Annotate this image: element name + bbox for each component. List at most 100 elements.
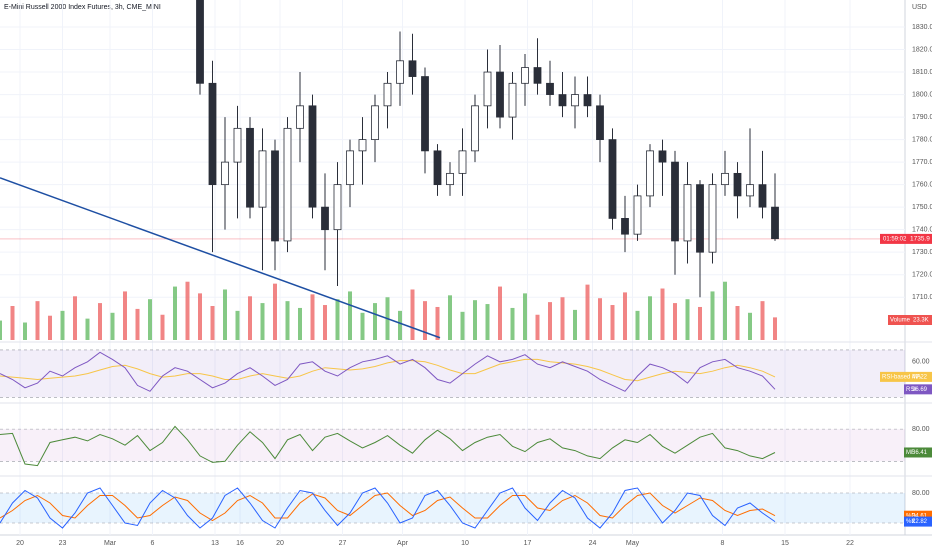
candle-body — [658, 150, 667, 163]
y-tick-label: 1780.0 — [912, 136, 932, 143]
volume-value: 23.3K — [913, 318, 929, 324]
y-tick-label: 1750.0 — [912, 204, 932, 211]
candle-body — [321, 206, 329, 231]
y-tick-label: 1720.0 — [912, 272, 932, 279]
candle-body — [296, 105, 304, 129]
volume-bar — [160, 314, 165, 340]
candle-body — [196, 0, 204, 84]
series-value: 34.61 — [912, 513, 928, 519]
volume-bar — [173, 286, 177, 340]
y-tick-label: 1820.0 — [912, 46, 932, 53]
candle-body — [496, 71, 504, 118]
series-value: 36.41 — [912, 450, 928, 456]
candle-body — [708, 184, 717, 253]
indicator-line — [0, 358, 776, 382]
volume-tag — [888, 315, 932, 325]
candle-body — [508, 82, 517, 118]
y-tick-label: 60.00 — [912, 359, 930, 366]
x-tick-label: 8 — [721, 540, 725, 547]
volume-bar — [323, 305, 327, 340]
currency: USD — [912, 4, 927, 11]
volume-bar — [73, 296, 77, 340]
value-tag — [880, 371, 932, 382]
volume-bar — [648, 296, 652, 340]
candle-body — [521, 67, 529, 84]
indicator-line — [0, 487, 776, 529]
chart-title: E-Mini Russell 2000 Index Futures, 3h, C… — [4, 4, 161, 11]
series-name: RSI — [906, 387, 916, 393]
volume-bar — [560, 297, 565, 340]
band — [0, 493, 905, 523]
volume-bar — [535, 314, 540, 340]
y-tick-label: 80.00 — [912, 426, 930, 433]
candle-body — [258, 150, 267, 208]
volume-bar — [485, 304, 490, 340]
x-tick-label: 17 — [524, 540, 532, 547]
candle-body — [246, 127, 254, 208]
volume-bar — [0, 320, 2, 340]
last-price: 1735.9 — [910, 236, 930, 243]
candle-body — [283, 127, 292, 242]
volume-bar — [710, 291, 715, 340]
volume-bar — [23, 322, 27, 340]
volume-bar — [423, 301, 427, 340]
candle-body — [446, 172, 454, 186]
candle-body — [208, 82, 217, 186]
x-tick-label: 27 — [339, 540, 347, 547]
candle-body — [408, 60, 417, 77]
candle-body — [371, 105, 379, 141]
x-tick-label: 20 — [276, 540, 284, 547]
volume-bar — [148, 299, 152, 340]
x-tick-label: Apr — [397, 540, 409, 547]
volume-bar — [310, 294, 315, 340]
candle-body — [433, 150, 442, 186]
volume-bar — [460, 311, 465, 340]
candle-body — [621, 218, 629, 235]
candle-body — [471, 105, 479, 152]
volume-bar — [623, 292, 627, 340]
x-tick-label: 20 — [16, 540, 24, 547]
volume-bar — [85, 318, 90, 340]
volume-bar — [510, 307, 515, 340]
candle-body — [546, 82, 554, 95]
series-name: RSI-based MA — [882, 374, 921, 380]
series-value: 22.82 — [912, 519, 928, 525]
y-tick-label: 1770.0 — [912, 159, 932, 166]
volume-bar — [98, 303, 102, 340]
x-tick-label: 23 — [59, 540, 67, 547]
volume-bar — [60, 310, 65, 340]
value-tag — [904, 510, 932, 521]
candle-body — [733, 172, 742, 197]
y-tick-label: 1830.0 — [912, 24, 932, 31]
candle-body — [396, 60, 404, 84]
volume-bar — [223, 289, 227, 340]
volume-bar — [548, 302, 552, 340]
indicator-line — [0, 492, 776, 522]
volume-bar — [523, 293, 527, 340]
volume-bar — [723, 281, 727, 340]
volume-bar — [660, 288, 665, 340]
volume-bar — [498, 286, 502, 340]
volume-bar — [435, 306, 440, 340]
series-name: %D — [906, 513, 916, 519]
y-tick-label: 1740.0 — [912, 227, 932, 234]
candle-body — [596, 105, 604, 141]
main-pane — [0, 0, 905, 340]
series-value: 47.22 — [912, 374, 928, 380]
candle-body — [721, 172, 729, 186]
volume-bar — [123, 291, 127, 340]
candle-body — [771, 206, 779, 240]
volume-bar — [10, 306, 15, 340]
band — [0, 429, 905, 462]
candle-body — [583, 94, 592, 107]
volume-bar — [198, 293, 202, 340]
indicator-line — [0, 425, 776, 467]
volume-bar — [210, 306, 215, 340]
candle-body — [608, 139, 617, 219]
volume-bar — [585, 284, 590, 340]
candle-body — [558, 94, 567, 107]
x-tick-label: 16 — [236, 540, 244, 547]
countdown: 01:59:02 — [883, 236, 907, 242]
volume-bar — [273, 283, 277, 340]
volume-bar — [335, 299, 340, 340]
